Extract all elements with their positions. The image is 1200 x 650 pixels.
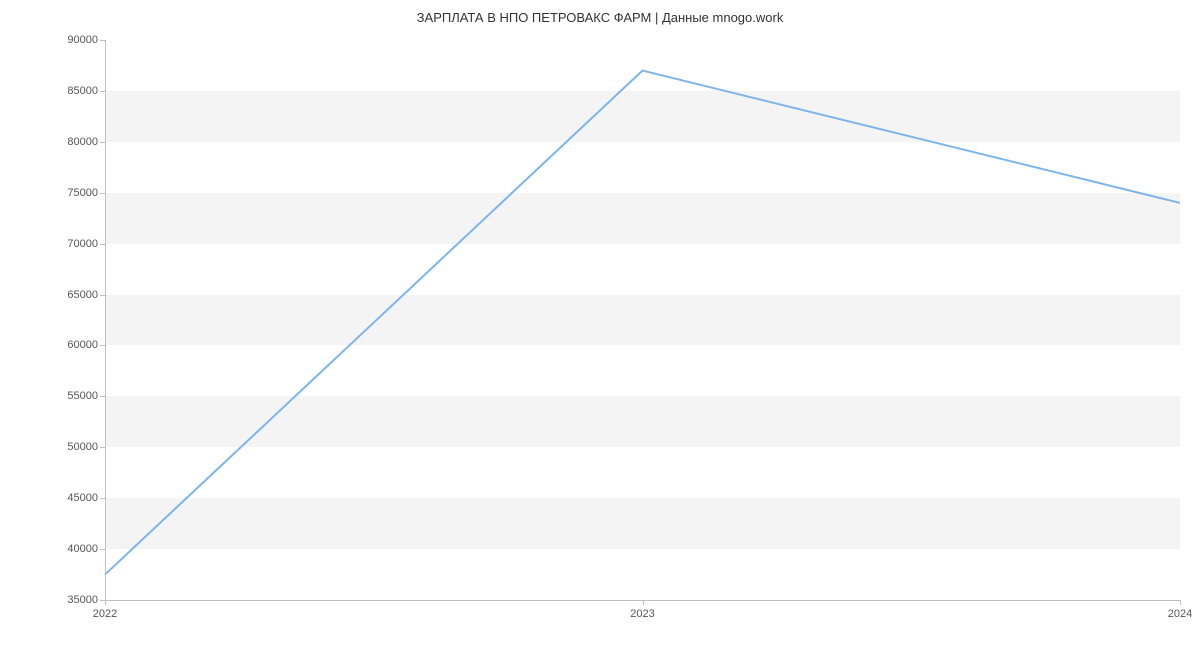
y-tick-mark bbox=[100, 447, 105, 448]
y-tick-label: 35000 bbox=[8, 594, 98, 606]
series-line-salary bbox=[105, 71, 1180, 575]
y-tick-label: 50000 bbox=[8, 441, 98, 453]
x-tick-mark bbox=[643, 600, 644, 605]
chart-title: ЗАРПЛАТА В НПО ПЕТРОВАКС ФАРМ | Данные m… bbox=[0, 10, 1200, 25]
plot-area bbox=[105, 40, 1180, 600]
y-tick-mark bbox=[100, 549, 105, 550]
x-tick-mark bbox=[105, 600, 106, 605]
y-tick-mark bbox=[100, 498, 105, 499]
y-tick-mark bbox=[100, 142, 105, 143]
line-layer bbox=[105, 40, 1180, 600]
y-tick-label: 75000 bbox=[8, 187, 98, 199]
y-tick-label: 70000 bbox=[8, 238, 98, 250]
y-tick-label: 85000 bbox=[8, 85, 98, 97]
y-tick-label: 60000 bbox=[8, 339, 98, 351]
y-tick-label: 90000 bbox=[8, 34, 98, 46]
y-tick-label: 40000 bbox=[8, 543, 98, 555]
x-tick-label: 2022 bbox=[93, 608, 117, 620]
y-tick-label: 65000 bbox=[8, 289, 98, 301]
x-tick-label: 2024 bbox=[1168, 608, 1192, 620]
x-tick-mark bbox=[1180, 600, 1181, 605]
y-tick-label: 45000 bbox=[8, 492, 98, 504]
y-tick-mark bbox=[100, 91, 105, 92]
x-tick-label: 2023 bbox=[630, 608, 654, 620]
y-tick-mark bbox=[100, 345, 105, 346]
y-axis-line bbox=[105, 40, 106, 600]
y-tick-label: 55000 bbox=[8, 390, 98, 402]
y-tick-label: 80000 bbox=[8, 136, 98, 148]
y-tick-mark bbox=[100, 396, 105, 397]
salary-chart: ЗАРПЛАТА В НПО ПЕТРОВАКС ФАРМ | Данные m… bbox=[0, 0, 1200, 650]
y-tick-mark bbox=[100, 40, 105, 41]
y-tick-mark bbox=[100, 244, 105, 245]
y-tick-mark bbox=[100, 295, 105, 296]
y-tick-mark bbox=[100, 193, 105, 194]
